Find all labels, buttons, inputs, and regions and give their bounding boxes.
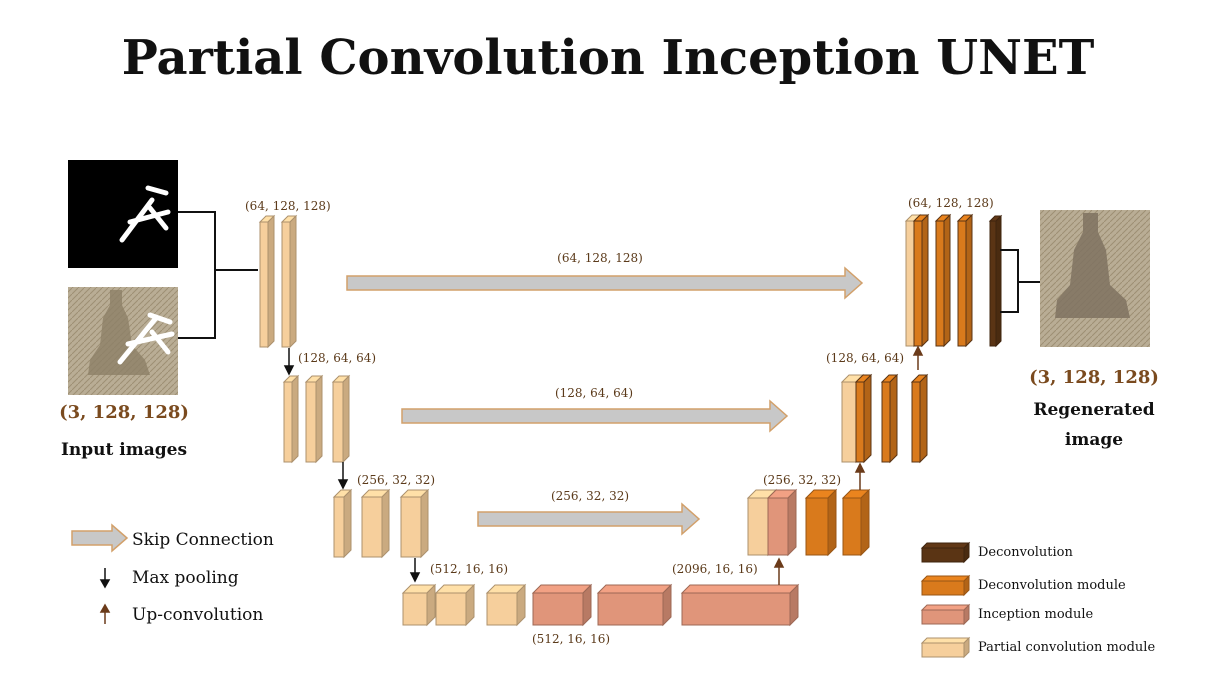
skip-connection-1: (64, 128, 128) <box>346 251 864 300</box>
bottleneck-inception-2 <box>596 583 673 627</box>
bottleneck-inception-3 <box>680 583 800 627</box>
output-caption-line2: image <box>1065 430 1123 450</box>
legend-deconv-module-label: Deconvolution module <box>978 578 1126 593</box>
maxpool-arrows <box>283 348 421 583</box>
dec2-deconv-module-1 <box>854 373 873 464</box>
dec1-deconv-module-1 <box>912 213 930 348</box>
legend-deconv-module-swatch <box>920 574 971 597</box>
skip3-label: (256, 32, 32) <box>551 489 629 503</box>
dec2-shape-label: (128, 64, 64) <box>826 351 904 365</box>
output-bracket <box>1000 249 1040 313</box>
bottleneck-shape-label: (512, 16, 16) <box>532 632 610 646</box>
skip-connection-3: (256, 32, 32) <box>477 489 701 536</box>
bridge-shape-label: (2096, 16, 16) <box>672 562 758 576</box>
skip1-label: (64, 128, 128) <box>557 251 643 265</box>
enc4-block-3 <box>485 583 527 627</box>
legend-upconv-label: Up-convolution <box>132 605 263 625</box>
enc2-block-1 <box>282 374 300 464</box>
upconv-arrows <box>773 345 924 585</box>
enc2-block-3 <box>331 374 351 464</box>
skip2-label: (128, 64, 64) <box>555 386 633 400</box>
upconv-legend-icon <box>99 603 111 624</box>
skip-connection-2: (128, 64, 64) <box>401 386 789 433</box>
enc3-block-2 <box>360 488 391 559</box>
enc2-block-2 <box>304 374 324 464</box>
legend-maxpool-label: Max pooling <box>132 568 239 588</box>
enc4-block-1 <box>401 583 437 627</box>
dec1-deconv-final <box>988 214 1003 348</box>
enc1-shape-label: (64, 128, 128) <box>245 199 331 213</box>
input-mask-image <box>68 160 178 268</box>
maxpool-legend-icon <box>99 568 111 589</box>
legend-inception-label: Inception module <box>978 607 1094 622</box>
enc1-block-2 <box>280 214 298 349</box>
skip-legend-icon <box>71 523 129 553</box>
enc4-shape-label: (512, 16, 16) <box>430 562 508 576</box>
legend-deconv-swatch <box>920 541 971 564</box>
enc3-shape-label: (256, 32, 32) <box>357 473 435 487</box>
legend-inception-swatch <box>920 603 971 626</box>
legend-partial-swatch <box>920 636 971 659</box>
enc1-block-1 <box>258 214 276 349</box>
legend-left: Skip Connection Max pooling Up-convoluti… <box>71 523 274 625</box>
dec3-deconv-module-1 <box>804 488 838 557</box>
legend-right: Deconvolution Deconvolution module Incep… <box>920 541 1155 659</box>
input-shape-label: (3, 128, 128) <box>59 402 189 423</box>
legend-deconv-label: Deconvolution <box>978 545 1074 560</box>
input-caption: Input images <box>61 440 187 460</box>
diagram-title: Partial Convolution Inception UNET <box>121 30 1095 86</box>
input-masked-photo <box>68 287 178 395</box>
dec2-deconv-module-2 <box>880 373 899 464</box>
dec3-deconv-module-2 <box>841 488 871 557</box>
dec1-deconv-module-3 <box>956 213 974 348</box>
input-bracket <box>178 211 258 339</box>
dec1-deconv-module-2 <box>934 213 952 348</box>
legend-partial-label: Partial convolution module <box>978 640 1155 655</box>
dec2-deconv-module-3 <box>910 373 929 464</box>
enc3-block-3 <box>399 488 430 559</box>
dec3-inception-block <box>766 488 798 557</box>
bottleneck-inception-1 <box>531 583 593 627</box>
dec3-shape-label: (256, 32, 32) <box>763 473 841 487</box>
regenerated-image <box>1040 210 1150 347</box>
enc4-block-2 <box>434 583 476 627</box>
legend-skip-label: Skip Connection <box>132 530 274 550</box>
enc2-shape-label: (128, 64, 64) <box>298 351 376 365</box>
enc3-block-1 <box>332 488 353 559</box>
output-caption-line1: Regenerated <box>1033 400 1154 420</box>
dec1-shape-label: (64, 128, 128) <box>908 196 994 210</box>
output-shape-label: (3, 128, 128) <box>1029 367 1159 388</box>
